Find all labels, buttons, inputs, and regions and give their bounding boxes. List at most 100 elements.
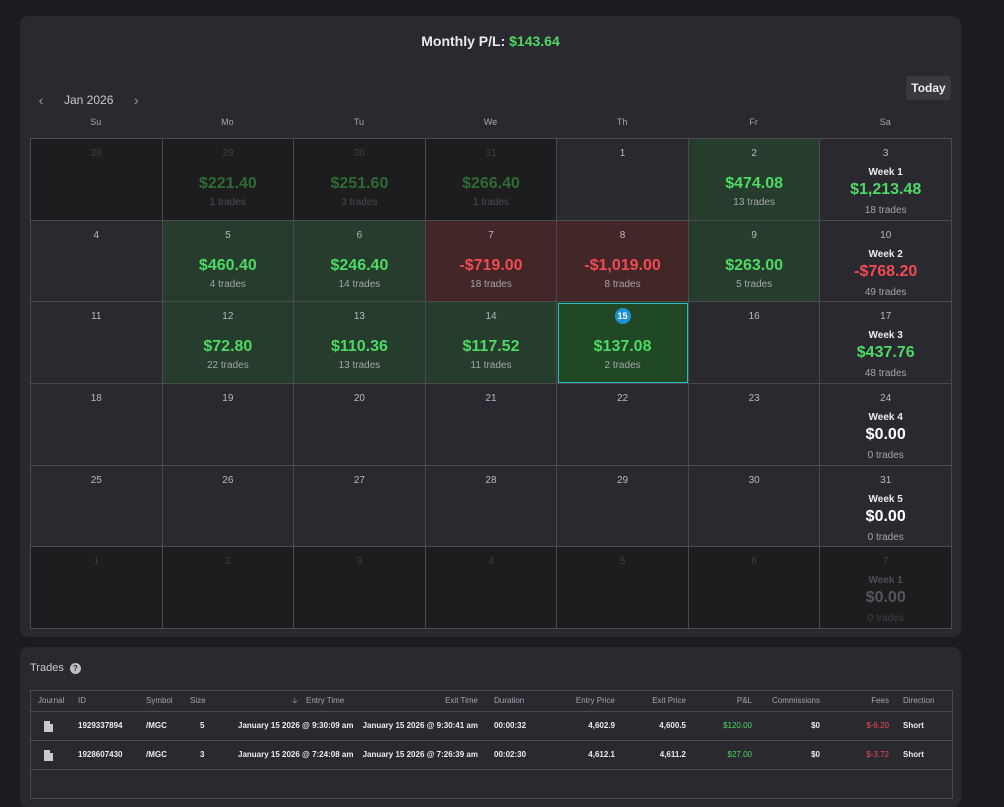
sort-desc-icon[interactable]: 🡣 <box>292 696 298 705</box>
journal-document-icon[interactable] <box>44 721 53 732</box>
col-symbol[interactable]: Symbol <box>146 696 173 705</box>
week-label: Week 5 <box>868 493 903 505</box>
day-number: 30 <box>353 148 365 159</box>
day-number: 27 <box>353 474 365 486</box>
calendar-day-cell[interactable]: 19 <box>162 383 295 466</box>
col-duration[interactable]: Duration <box>494 696 525 705</box>
calendar-day-cell[interactable]: 6 $246.40 14 trades <box>294 220 426 303</box>
calendar-day-cell[interactable]: 14 $117.52 11 trades <box>425 302 558 384</box>
day-number: 2 <box>751 148 757 159</box>
calendar-day-cell[interactable]: 16 <box>688 302 821 384</box>
calendar-day-cell[interactable]: 2 $474.08 13 trades <box>688 139 821 221</box>
trade-duration: 00:00:32 <box>494 721 527 730</box>
table-row[interactable]: 1929337894 /MGC 5 January 15 2026 @ 9:30… <box>31 712 952 741</box>
journal-document-icon[interactable] <box>44 750 53 761</box>
help-icon[interactable]: ? <box>69 662 81 674</box>
calendar-day-cell[interactable]: 6 <box>688 547 821 629</box>
day-pl: $117.52 <box>462 338 520 356</box>
chevron-left-icon[interactable]: ‹ <box>38 92 44 108</box>
monthly-pl-value: $143.64 <box>509 33 560 49</box>
day-trade-count: 14 trades <box>338 278 381 290</box>
trade-commissions: $0 <box>811 750 820 759</box>
calendar-day-cell[interactable]: 28 <box>31 139 163 221</box>
table-header-row: Journal ID Symbol Size 🡣 Entry Time Exit… <box>31 691 952 712</box>
chevron-right-icon[interactable]: › <box>134 92 139 108</box>
calendar-day-cell[interactable]: 18 <box>31 383 163 466</box>
calendar-day-cell[interactable]: 9 $263.00 5 trades <box>688 220 821 303</box>
calendar-day-cell[interactable]: 26 <box>162 465 295 548</box>
calendar-day-cell[interactable]: 29 <box>557 465 689 548</box>
col-direction[interactable]: Direction <box>903 696 935 705</box>
day-number: 31 <box>880 474 892 486</box>
calendar-day-cell[interactable]: 4 <box>425 547 558 629</box>
col-entry-time[interactable]: Entry Time <box>306 696 345 705</box>
calendar-week-summary-cell[interactable]: 31 Week 5 $0.00 0 trades <box>820 465 952 548</box>
calendar-day-cell[interactable]: 7 -$719.00 18 trades <box>425 220 558 303</box>
day-number: 22 <box>617 392 629 404</box>
calendar-day-cell[interactable]: 28 <box>425 465 558 548</box>
day-number: 23 <box>748 392 760 404</box>
week-trade-count: 49 trades <box>864 286 907 298</box>
calendar-day-cell[interactable]: 22 <box>557 383 689 466</box>
calendar-day-cell[interactable]: 13 $110.36 13 trades <box>294 302 426 384</box>
week-pl: $1,213.48 <box>850 181 922 198</box>
table-row[interactable]: 1928607430 /MGC 3 January 15 2026 @ 7:24… <box>31 741 952 770</box>
col-exit-time[interactable]: Exit Time <box>445 696 478 705</box>
col-size[interactable]: Size <box>190 696 206 705</box>
day-trade-count: 5 trades <box>736 278 773 290</box>
calendar-day-cell[interactable]: 11 <box>31 302 163 384</box>
col-pnl[interactable]: P&L <box>736 696 752 705</box>
week-trade-count: 48 trades <box>864 368 907 380</box>
table-empty-area <box>31 770 952 798</box>
day-number: 10 <box>880 229 892 241</box>
day-number: 30 <box>748 474 760 486</box>
day-pl: $460.40 <box>198 256 257 274</box>
calendar-day-cell[interactable]: 30 <box>688 465 821 548</box>
calendar-day-cell[interactable]: 1 <box>557 139 689 221</box>
calendar-day-cell[interactable]: 20 <box>294 383 426 466</box>
calendar-day-cell[interactable]: 1 <box>31 547 163 629</box>
calendar-week-summary-cell[interactable]: 10 Week 2 -$768.20 49 trades <box>820 220 952 303</box>
calendar-day-cell[interactable]: 27 <box>294 465 426 548</box>
calendar-day-cell[interactable]: 31 $266.40 1 trades <box>425 139 558 221</box>
calendar-day-cell[interactable]: 5 <box>557 547 689 629</box>
calendar-day-cell[interactable]: 3 <box>294 547 426 629</box>
day-pl: -$719.00 <box>459 256 523 274</box>
calendar-day-cell[interactable]: 30 $251.60 3 trades <box>294 139 426 221</box>
week-pl: $0.00 <box>865 425 906 443</box>
weekday-label: We <box>483 117 498 127</box>
week-pl: $0.00 <box>865 589 906 607</box>
calendar-week-summary-cell[interactable]: 24 Week 4 $0.00 0 trades <box>820 383 952 466</box>
calendar-day-cell[interactable]: 5 $460.40 4 trades <box>162 220 295 303</box>
week-trade-count: 0 trades <box>867 449 904 461</box>
calendar-day-cell[interactable]: 23 <box>688 383 821 466</box>
month-navigation: ‹ Jan 2026 › <box>34 88 143 112</box>
day-number: 6 <box>751 556 757 568</box>
calendar-day-cell[interactable]: 4 <box>31 220 163 303</box>
trade-entry-price: 4,602.9 <box>588 721 615 730</box>
col-journal[interactable]: Journal <box>38 696 65 705</box>
calendar-day-cell[interactable]: 8 -$1,019.00 8 trades <box>557 220 689 303</box>
calendar-day-cell[interactable]: 15 $137.08 2 trades <box>557 302 689 384</box>
trades-table: Journal ID Symbol Size 🡣 Entry Time Exit… <box>30 690 953 799</box>
col-entry-price[interactable]: Entry Price <box>575 696 615 705</box>
calendar-week-summary-cell[interactable]: 17 Week 3 $437.76 48 trades <box>820 302 952 384</box>
calendar-week-summary-cell[interactable]: 3 Week 1 $1,213.48 18 trades <box>820 139 952 221</box>
day-number: 16 <box>748 311 760 323</box>
calendar-day-cell[interactable]: 2 <box>162 547 295 629</box>
weekday-label: Th <box>616 117 628 127</box>
today-button[interactable]: Today <box>906 76 951 100</box>
col-exit-price[interactable]: Exit Price <box>652 696 686 705</box>
day-pl: $110.36 <box>330 338 388 356</box>
calendar-day-cell[interactable]: 21 <box>425 383 558 466</box>
calendar-day-cell[interactable]: 12 $72.80 22 trades <box>162 302 295 384</box>
calendar-week-summary-cell[interactable]: 7 Week 1 $0.00 0 trades <box>820 547 952 629</box>
today-day-badge: 15 <box>614 308 631 325</box>
col-commissions[interactable]: Commissions <box>771 696 820 705</box>
calendar-day-cell[interactable]: 25 <box>31 465 163 548</box>
col-fees[interactable]: Fees <box>871 696 889 705</box>
day-trade-count: 13 trades <box>338 360 381 372</box>
col-id[interactable]: ID <box>78 696 86 705</box>
calendar-day-cell[interactable]: 29 $221.40 1 trades <box>162 139 295 221</box>
day-pl: $266.40 <box>462 175 520 192</box>
